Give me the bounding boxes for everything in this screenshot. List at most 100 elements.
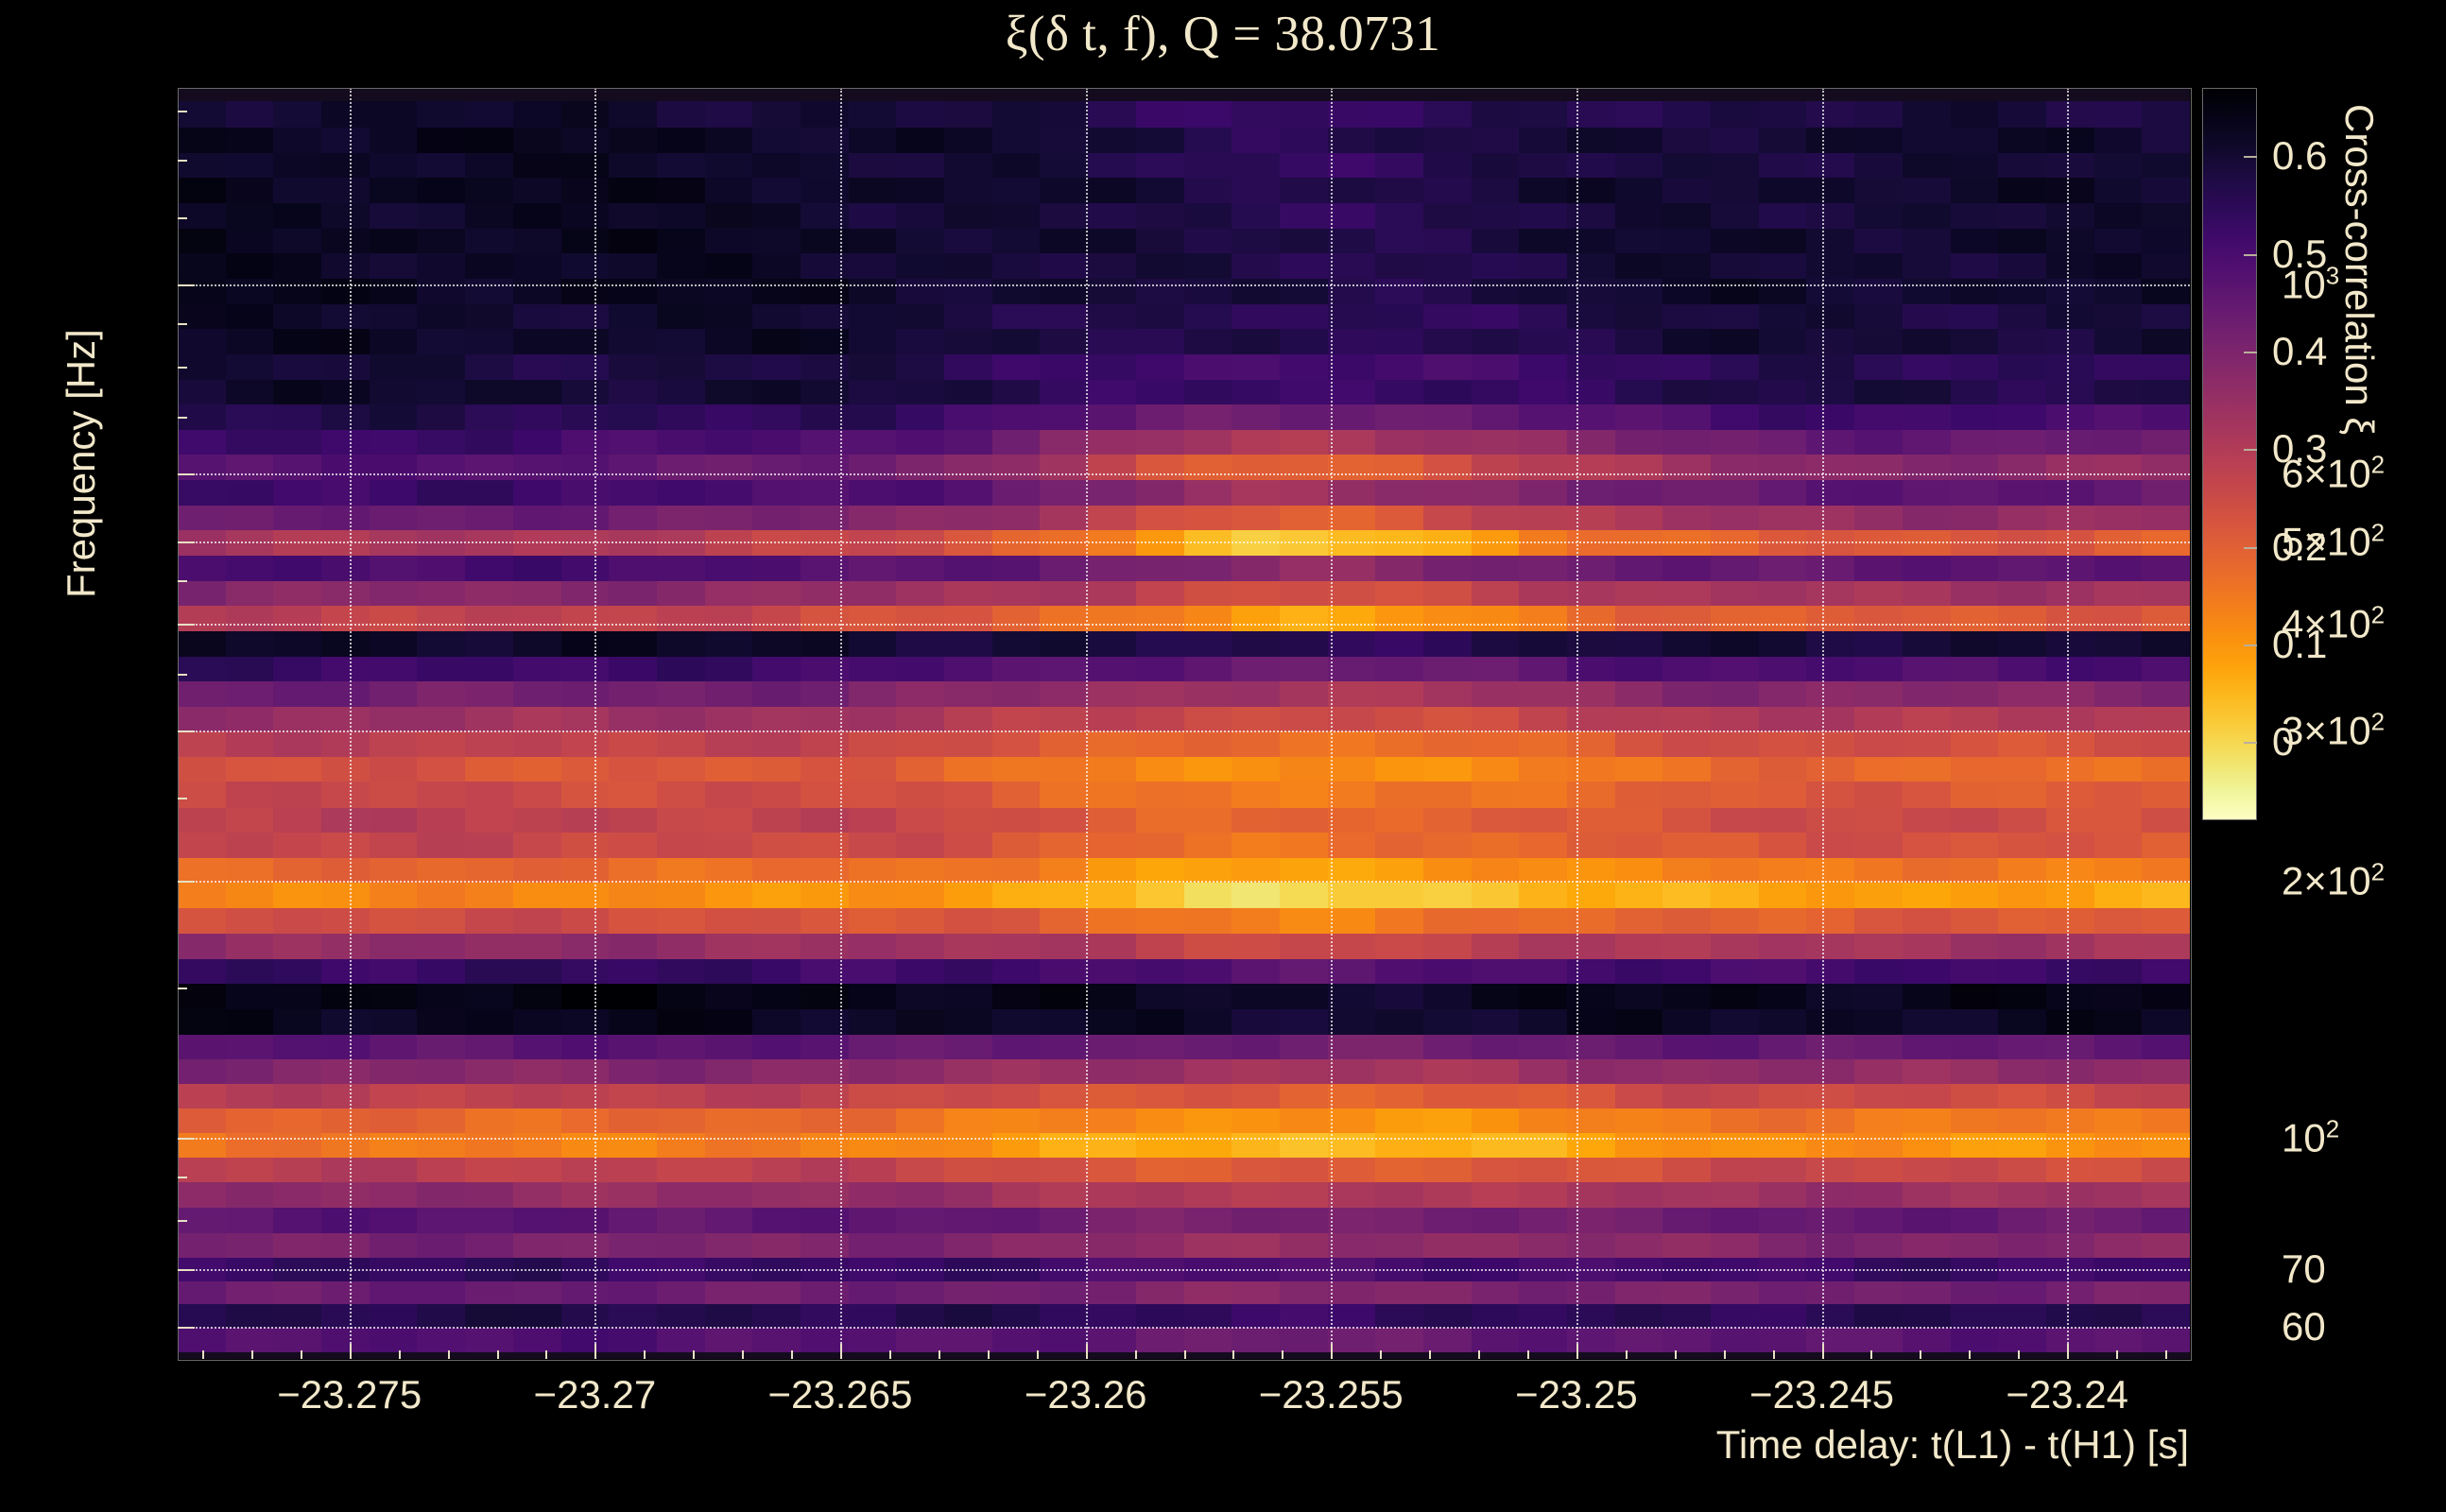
x-tick-minor — [2116, 1350, 2119, 1359]
colorbar-tick-label: 0.6 — [2272, 133, 2328, 179]
x-tick-label: −23.275 — [277, 1372, 422, 1417]
heatmap-row — [178, 1007, 2190, 1035]
x-tick-minor — [987, 1350, 990, 1359]
heatmap-row — [178, 629, 2190, 657]
heatmap-row — [178, 227, 2190, 254]
x-tick-minor — [1920, 1350, 1922, 1359]
heatmap-row — [178, 1327, 2190, 1353]
x-tick-label: −23.245 — [1749, 1372, 1895, 1417]
x-tick-minor — [1526, 1350, 1529, 1359]
colorbar-tick-label: 0.2 — [2272, 524, 2328, 569]
y-tick-minor — [178, 673, 187, 676]
x-tick-label: −23.265 — [767, 1372, 913, 1417]
y-axis-title: Frequency [Hz] — [59, 329, 103, 598]
heatmap-row — [178, 705, 2190, 732]
heatmap-row — [178, 755, 2190, 782]
heatmap-row — [178, 932, 2190, 959]
heatmap-row — [178, 554, 2190, 581]
x-tick-minor — [1772, 1350, 1775, 1359]
x-tick-minor — [1870, 1350, 1873, 1359]
heatmap-row — [178, 680, 2190, 707]
heatmap-row — [178, 252, 2190, 279]
heatmap-plot-area[interactable] — [178, 88, 2190, 1359]
heatmap-row — [178, 504, 2190, 531]
heatmap-row — [178, 302, 2190, 330]
x-tick-minor — [644, 1350, 646, 1359]
x-tick-minor — [742, 1350, 745, 1359]
y-tick — [178, 284, 195, 286]
heatmap-row — [178, 1180, 2190, 1209]
x-tick-minor — [2165, 1350, 2168, 1359]
heatmap-row — [178, 378, 2190, 405]
colorbar[interactable] — [2202, 88, 2257, 820]
y-tick-minor — [178, 798, 187, 800]
heatmap-row — [178, 151, 2190, 179]
x-tick-minor — [840, 1350, 842, 1359]
x-tick-minor — [398, 1350, 401, 1359]
y-tick-label: 70 — [2282, 1246, 2326, 1292]
colorbar-tick-label: 0.5 — [2272, 231, 2328, 276]
heatmap-row — [178, 328, 2190, 354]
x-tick-minor — [2067, 1350, 2070, 1359]
x-tick-minor — [791, 1350, 794, 1359]
x-tick-minor — [250, 1350, 253, 1359]
heatmap-row — [178, 1231, 2190, 1259]
heatmap-row — [178, 655, 2190, 682]
x-tick-minor — [1232, 1350, 1235, 1359]
heatmap-row — [178, 781, 2190, 808]
x-tick-minor — [1331, 1350, 1334, 1359]
x-tick-minor — [1969, 1350, 1972, 1359]
y-tick — [178, 730, 195, 732]
y-tick-label: 103 — [2282, 261, 2340, 307]
y-tick — [178, 880, 195, 883]
heatmap-row — [178, 479, 2190, 506]
x-tick-minor — [1723, 1350, 1726, 1359]
heatmap-row — [178, 428, 2190, 455]
x-tick-minor — [447, 1350, 450, 1359]
x-tick-minor — [349, 1350, 352, 1359]
x-tick-minor — [1429, 1350, 1432, 1359]
x-axis-title: Time delay: t(L1) - t(H1) [s] — [1715, 1422, 2189, 1467]
y-tick-minor — [178, 323, 187, 326]
x-tick-minor — [693, 1350, 696, 1359]
heatmap-row — [178, 906, 2190, 934]
colorbar-tick-label: 0 — [2272, 719, 2295, 765]
colorbar-title: Cross-correlation ξ — [2337, 104, 2382, 436]
chart-title: ξ(δ t, f), Q = 38.0731 — [1005, 7, 1441, 61]
x-tick-minor — [938, 1350, 940, 1359]
x-tick-label: −23.27 — [533, 1372, 657, 1417]
heatmap-row — [178, 1206, 2190, 1233]
x-tick-minor — [1674, 1350, 1677, 1359]
heatmap-row — [178, 529, 2190, 557]
x-tick-minor — [2018, 1350, 2021, 1359]
y-tick — [178, 624, 195, 627]
y-tick-minor — [178, 1220, 187, 1223]
y-tick-label: 60 — [2282, 1303, 2326, 1349]
colorbar-tick-label: 0.1 — [2272, 622, 2328, 666]
x-tick-label: −23.25 — [1515, 1372, 1638, 1417]
x-tick-minor — [888, 1350, 891, 1359]
colorbar-tick-label: 0.4 — [2272, 329, 2328, 373]
x-tick-minor — [594, 1350, 597, 1359]
heatmap-row — [178, 101, 2190, 129]
y-tick-label: 3×102 — [2282, 707, 2386, 753]
heatmap-row — [178, 806, 2190, 833]
x-tick-minor — [201, 1350, 204, 1359]
x-tick-minor — [1625, 1350, 1628, 1359]
x-tick-label: −23.255 — [1258, 1372, 1404, 1417]
heatmap-row — [178, 1033, 2190, 1059]
x-tick-minor — [496, 1350, 499, 1359]
y-tick-label: 6×102 — [2282, 450, 2386, 496]
heatmap-row — [178, 1082, 2190, 1109]
heatmap-row — [178, 201, 2190, 229]
colorbar-gradient — [2202, 88, 2257, 820]
y-tick-minor — [178, 987, 187, 989]
heatmap-row — [178, 177, 2190, 204]
y-tick — [178, 541, 195, 543]
y-tick-minor — [178, 367, 187, 369]
y-tick — [178, 1326, 195, 1329]
heatmap-row — [178, 127, 2190, 153]
heatmap-row — [178, 604, 2190, 632]
y-tick-minor — [178, 416, 187, 419]
